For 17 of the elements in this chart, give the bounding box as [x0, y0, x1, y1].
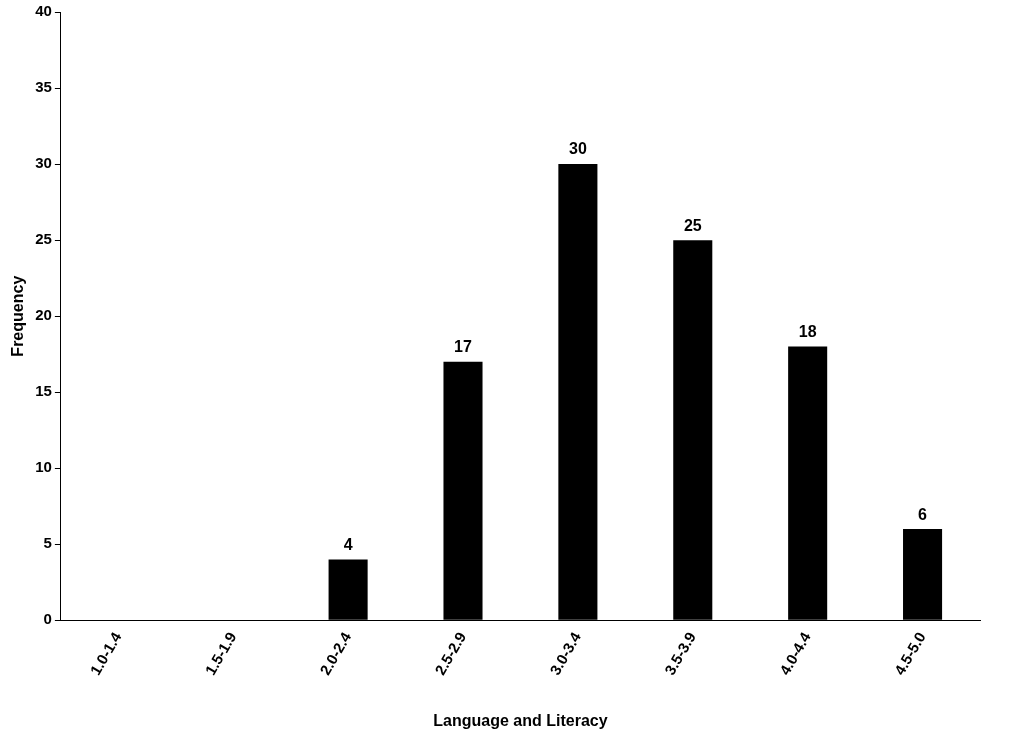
- y-tick-label: 0: [43, 610, 52, 628]
- y-tick-label: 10: [35, 458, 52, 476]
- data-label: 6: [918, 505, 928, 523]
- y-tick-label: 35: [35, 78, 52, 96]
- data-label: 30: [568, 140, 587, 158]
- y-axis-title: Frequency: [9, 275, 27, 357]
- y-tick-label: 20: [35, 306, 52, 324]
- y-tick-label: 5: [43, 534, 52, 552]
- data-label: 25: [683, 216, 702, 234]
- y-tick-label: 40: [35, 2, 52, 20]
- y-tick-label: 15: [35, 382, 52, 400]
- data-label: 4: [343, 535, 353, 553]
- x-axis-title: Language and Literacy: [433, 711, 608, 729]
- y-tick-label: 25: [35, 230, 52, 248]
- data-label: 18: [798, 323, 817, 340]
- y-tick-label: 30: [35, 154, 52, 172]
- data-label: 17: [454, 338, 472, 356]
